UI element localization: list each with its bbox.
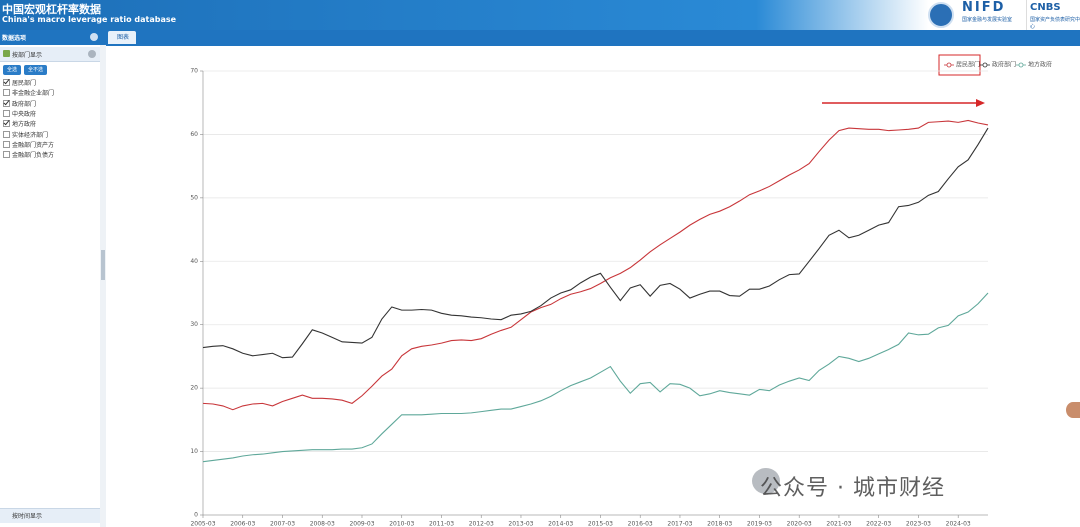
annotation-arrowhead [976,99,985,107]
checkbox[interactable] [3,89,10,97]
x-tick-label: 2010-03 [389,521,414,527]
checkbox[interactable] [3,79,10,86]
x-tick-label: 2017-03 [667,521,692,527]
x-tick-label: 2024-03 [946,521,971,527]
x-tick-label: 2019-03 [747,521,772,527]
x-tick-label: 2021-03 [826,521,851,527]
site-subtitle: China's macro leverage ratio database [2,15,177,24]
checkbox[interactable] [3,130,10,138]
watermark: 公众号 · 城市财经 [760,476,945,501]
y-tick-label: 40 [190,258,198,265]
x-tick-label: 2016-03 [628,521,653,527]
option-label: 居民部门 [12,80,37,87]
logo-cnbs-sub: 国家资产负债表研究中心 [1030,17,1080,30]
chart-tab[interactable]: 图表 [108,31,136,45]
y-tick-label: 70 [190,68,198,75]
panel-header[interactable] [0,47,102,62]
scrollbar[interactable] [100,45,106,527]
panel-minimize[interactable] [88,50,96,58]
sector-option[interactable]: 实体经济部门 [3,130,49,141]
sector-option[interactable]: 金融部门负债方 [3,151,54,161]
sidebar-title: 数据选项 [2,35,27,42]
y-tick-label: 0 [194,512,198,519]
sector-option[interactable]: 非金融企业部门 [3,89,54,99]
collapse-button[interactable] [90,33,98,41]
option-label: 金融部门负债方 [12,152,55,160]
x-tick-label: 2009-03 [349,521,374,527]
panel-icon [3,50,10,57]
option-label: 地方政府 [12,121,37,129]
x-tick-label: 2015-03 [588,521,613,527]
x-tick-label: 2011-03 [429,521,454,527]
scrollbar-thumb[interactable] [101,250,105,280]
series-line [202,292,989,463]
watermark-icon [752,468,780,494]
series-line [202,127,989,359]
option-label: 实体经济部门 [12,131,49,139]
option-label: 政府部门 [12,100,37,108]
legend-label: 居民部门 [956,61,980,69]
legend-label: 地方政府 [1028,61,1052,69]
sector-option[interactable]: 政府部门 [3,99,37,110]
logo-nifd: NIFD [962,0,1006,15]
chart: 0 10 20 30 40 50 60 70 2005-03 2006-03 2007-03 2008… [190,54,1052,527]
select-none-button[interactable]: 全不选 [24,65,48,75]
legend-label: 政府部门 [992,61,1016,69]
checkbox[interactable] [3,151,10,159]
y-tick-label: 30 [190,321,198,328]
x-tick-label: 2005-03 [190,521,215,527]
x-tick-label: 2018-03 [707,521,732,527]
legend-marker [1018,62,1024,68]
x-tick-label: 2008-03 [310,521,335,527]
select-all-button[interactable]: 全选 [3,65,22,75]
checkbox[interactable] [3,120,10,128]
y-tick-label: 10 [190,448,198,455]
checkbox[interactable] [3,99,10,107]
nav-strip [0,30,1080,45]
checkbox[interactable] [3,140,10,148]
header-bar [0,0,1080,30]
panel-title: 按部门显示 [12,52,43,59]
x-tick-label: 2013-03 [508,521,533,527]
x-tick-label: 2014-03 [548,521,573,527]
x-tick-label: 2020-03 [787,521,812,527]
site-title: 中国宏观杠杆率数据 [2,3,101,16]
legend-marker [946,62,952,68]
option-label: 非金融企业部门 [12,90,55,98]
x-tick-label: 2012-03 [469,521,494,527]
logo-cnbs: CNBS [1030,2,1061,13]
y-tick-label: 20 [190,385,198,392]
logo-nifd-sub: 国家金融与发展实验室 [962,17,1013,23]
x-tick-label: 2023-03 [906,521,931,527]
tab-bar [106,44,1080,46]
logo-box [1026,0,1080,30]
series-line [202,119,989,411]
option-label: 金融部门资产方 [12,141,55,149]
x-tick-label: 2022-03 [866,521,891,527]
option-label: 中央政府 [12,110,37,118]
checkbox[interactable] [3,109,10,117]
sector-option[interactable]: 中央政府 [3,109,37,120]
y-tick-label: 60 [190,131,198,138]
legend-marker [982,62,988,68]
sector-option[interactable]: 地方政府 [3,120,36,130]
sector-option[interactable]: 金融部门资产方 [3,140,55,151]
logo-emblem [928,2,954,28]
panel-title: 按时间显示 [12,513,43,520]
x-tick-label: 2006-03 [230,521,255,527]
sector-option[interactable]: 居民部门 [3,79,36,89]
y-tick-label: 50 [190,194,198,201]
assistant-avatar[interactable] [1066,402,1080,418]
panel-header[interactable] [0,508,102,523]
x-tick-label: 2007-03 [270,521,295,527]
